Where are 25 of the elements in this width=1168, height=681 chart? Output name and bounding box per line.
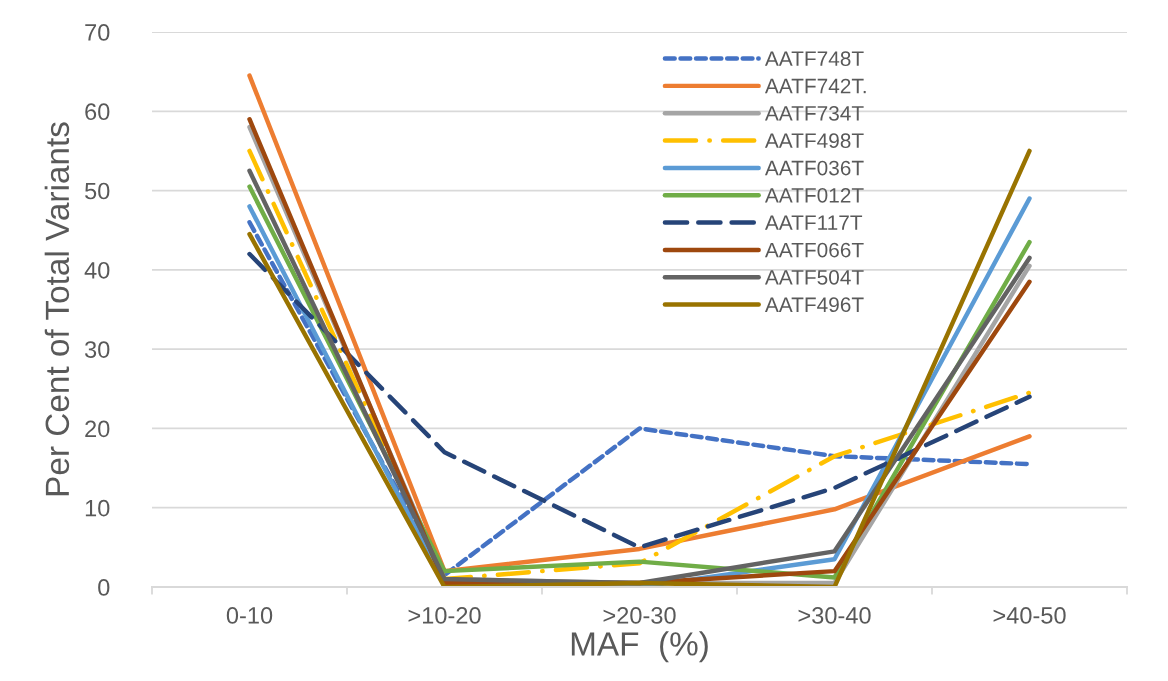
x-tick-label: >30-40 xyxy=(798,607,871,624)
legend-label: AATF117T xyxy=(764,215,863,230)
y-tick-label: 30 xyxy=(84,341,110,358)
legend-label: AATF012T xyxy=(764,187,864,203)
y-tick-label: 70 xyxy=(85,24,110,41)
y-tick-label: 20 xyxy=(85,420,110,438)
y-tick-label: 10 xyxy=(85,499,110,517)
x-tick-label: 0-10 xyxy=(226,607,273,624)
y-tick-label: 40 xyxy=(84,261,110,279)
x-tick-label: >10-20 xyxy=(408,607,481,624)
legend-label: AATF066T xyxy=(764,242,864,258)
x-axis-title: MAF (%) xyxy=(571,631,708,663)
legend-label: AATF504T xyxy=(764,270,864,285)
legend-label: AATF036T xyxy=(764,160,864,176)
legend-label: AATF748T xyxy=(764,51,864,67)
y-tick-label: 0 xyxy=(98,579,110,596)
x-tick-label: >40-50 xyxy=(993,607,1066,624)
y-tick-label: 60 xyxy=(85,103,110,121)
y-axis-title: Per Cent of Total Variants xyxy=(44,122,70,496)
legend-label: AATF496T xyxy=(764,297,864,313)
legend-label: AATF498T xyxy=(764,133,864,149)
legend-label: AATF742T. xyxy=(764,78,866,94)
y-tick-label: 50 xyxy=(85,182,110,200)
legend-label: AATF734T xyxy=(764,105,864,121)
x-tick-label: >20-30 xyxy=(603,607,676,624)
